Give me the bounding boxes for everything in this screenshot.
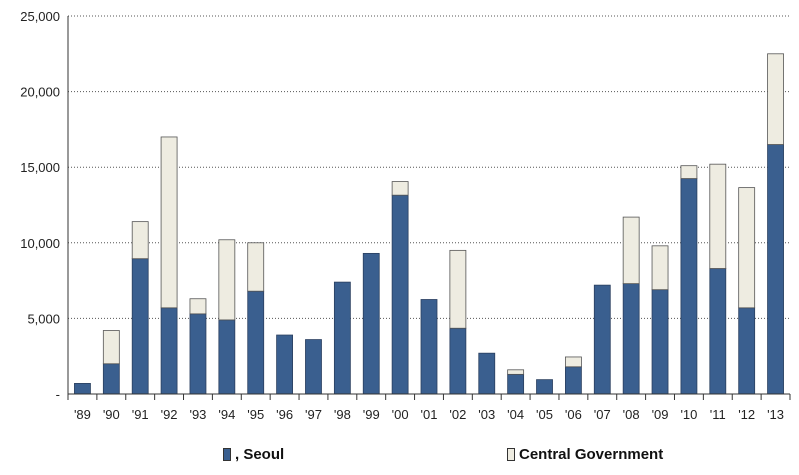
bar-central-government	[622, 216, 640, 285]
bar-seoul	[131, 258, 149, 395]
bar-central-government	[160, 136, 178, 309]
bar-central-government	[189, 298, 207, 315]
bar-seoul	[74, 383, 91, 395]
bar-seoul	[593, 284, 611, 395]
y-tick-label: -	[56, 387, 60, 402]
bar-central-government	[102, 330, 120, 365]
bar-central-government	[767, 53, 784, 145]
x-tick-label: '92	[161, 407, 178, 422]
x-tick-label: '90	[103, 407, 120, 422]
x-tick-label: '07	[594, 407, 611, 422]
legend-item-seoul: , Seoul	[223, 446, 284, 463]
bar-seoul	[391, 194, 409, 395]
bar-central-government	[507, 369, 525, 375]
x-tick-label: '03	[478, 407, 495, 422]
bar-seoul	[102, 363, 120, 395]
x-tick-label: '93	[189, 407, 206, 422]
bar-central-government	[565, 356, 582, 368]
bar-central-government	[709, 163, 727, 269]
x-tick-label: '04	[507, 407, 524, 422]
legend-label-central-government: Central Government	[519, 446, 664, 463]
bar-seoul	[218, 319, 236, 395]
legend-swatch-seoul	[223, 448, 231, 461]
x-tick-label: '05	[536, 407, 553, 422]
legend-swatch-central-government	[507, 448, 515, 461]
x-axis-ticks: '89 '90 '91 '92 '93 '94 '95 '96 '97 '98 '99 '00 '01 '…	[67, 394, 791, 422]
bar-central-government	[131, 221, 149, 260]
bar-central-government	[218, 239, 236, 321]
bar-central-government	[247, 242, 265, 292]
bar-seoul	[738, 307, 756, 395]
x-tick-label: '91	[132, 407, 149, 422]
bar-seoul	[565, 366, 582, 395]
x-tick-label: '10	[680, 407, 697, 422]
legend-label-seoul: , Seoul	[235, 446, 285, 463]
y-tick-label: 5,000	[27, 311, 60, 326]
bar-seoul	[651, 289, 669, 395]
legend-item-central-government: Central Government	[507, 446, 663, 463]
bars	[74, 53, 784, 395]
x-tick-label: '97	[305, 407, 322, 422]
x-tick-label: '06	[565, 407, 582, 422]
bar-seoul	[420, 299, 438, 395]
bar-seoul	[709, 268, 727, 395]
bar-seoul	[449, 327, 467, 395]
bar-seoul	[160, 307, 178, 395]
y-axis-ticks: - 5,000 10,000 15,000 20,000 25,000	[20, 9, 60, 402]
x-tick-label: '01	[421, 407, 438, 422]
bar-central-government	[449, 249, 467, 329]
x-tick-label: '00	[392, 407, 409, 422]
bar-seoul	[189, 313, 207, 395]
bar-seoul	[767, 144, 784, 395]
x-tick-label: '13	[767, 407, 784, 422]
x-tick-label: '02	[449, 407, 466, 422]
x-tick-label: '89	[74, 407, 91, 422]
y-tick-label: 10,000	[20, 236, 60, 251]
x-tick-label: '09	[652, 407, 669, 422]
bar-seoul	[333, 281, 351, 395]
bar-central-government	[651, 245, 669, 291]
bar-central-government	[680, 165, 698, 179]
bar-central-government	[391, 181, 409, 196]
x-tick-label: '96	[276, 407, 293, 422]
y-tick-label: 25,000	[20, 9, 60, 24]
bar-seoul	[680, 178, 698, 395]
legend: , Seoul Central Government	[0, 446, 799, 468]
x-tick-label: '08	[623, 407, 640, 422]
bar-seoul	[276, 334, 294, 395]
x-tick-label: '12	[738, 407, 755, 422]
bar-seoul	[536, 379, 553, 395]
bar-seoul	[247, 290, 265, 395]
x-tick-label: '94	[218, 407, 235, 422]
x-tick-label: '11	[710, 407, 726, 422]
bar-seoul	[507, 373, 525, 395]
x-tick-label: '99	[363, 407, 380, 422]
stacked-bar-chart: - 5,000 10,000 15,000 20,000 25,000 '89 '90 '91…	[20, 9, 791, 422]
y-tick-label: 20,000	[20, 85, 60, 100]
y-tick-label: 15,000	[20, 160, 60, 175]
bar-seoul	[362, 252, 380, 395]
x-tick-label: '98	[334, 407, 351, 422]
bar-seoul	[622, 283, 640, 395]
x-tick-label: '95	[247, 407, 264, 422]
bar-seoul	[305, 339, 322, 395]
bar-seoul	[478, 352, 496, 395]
bar-central-government	[738, 187, 756, 309]
